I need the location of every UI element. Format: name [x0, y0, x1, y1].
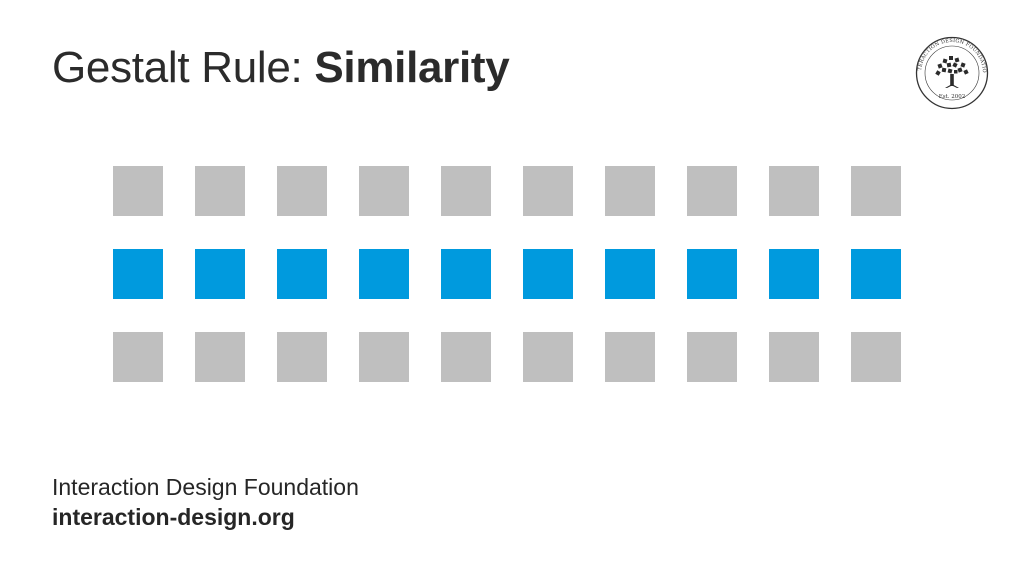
gray-square — [277, 166, 327, 216]
tree-icon — [935, 56, 969, 88]
gray-square — [359, 166, 409, 216]
footer-website: interaction-design.org — [52, 504, 295, 530]
footer-organization: Interaction Design Foundation — [52, 474, 359, 500]
gray-square — [359, 332, 409, 382]
title-prefix: Gestalt Rule: — [52, 43, 315, 92]
blue-square — [605, 249, 655, 299]
gray-square — [523, 166, 573, 216]
blue-square-row — [113, 249, 901, 299]
gray-square-row — [113, 166, 901, 216]
gray-square — [195, 332, 245, 382]
gray-square — [195, 166, 245, 216]
blue-square — [113, 249, 163, 299]
blue-square — [441, 249, 491, 299]
slide-title: Gestalt Rule: Similarity — [52, 40, 510, 96]
idf-logo: INTERACTION DESIGN FOUNDATION Est. 2002 — [915, 36, 989, 110]
footer: Interaction Design Foundation interactio… — [52, 472, 359, 532]
gray-square-row — [113, 332, 901, 382]
similarity-grid — [113, 166, 901, 383]
title-emphasis: Similarity — [314, 43, 510, 92]
gray-square — [687, 332, 737, 382]
gray-square — [113, 166, 163, 216]
gray-square — [441, 332, 491, 382]
gray-square — [769, 332, 819, 382]
gray-square — [605, 166, 655, 216]
blue-square — [769, 249, 819, 299]
blue-square — [277, 249, 327, 299]
blue-square — [687, 249, 737, 299]
gray-square — [113, 332, 163, 382]
blue-square — [851, 249, 901, 299]
blue-square — [195, 249, 245, 299]
logo-established: Est. 2002 — [939, 94, 966, 100]
gray-square — [851, 332, 901, 382]
gray-square — [277, 332, 327, 382]
gray-square — [769, 166, 819, 216]
blue-square — [523, 249, 573, 299]
blue-square — [359, 249, 409, 299]
gray-square — [441, 166, 491, 216]
gray-square — [605, 332, 655, 382]
gray-square — [687, 166, 737, 216]
gray-square — [523, 332, 573, 382]
gray-square — [851, 166, 901, 216]
